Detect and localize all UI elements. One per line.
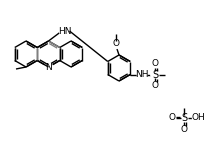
Text: S: S: [181, 113, 187, 123]
Circle shape: [192, 112, 204, 124]
Circle shape: [152, 60, 159, 67]
Text: NH: NH: [135, 70, 149, 79]
Circle shape: [45, 63, 53, 71]
Text: HN: HN: [58, 26, 71, 36]
Text: N: N: [45, 62, 52, 72]
Text: O: O: [152, 59, 159, 68]
Circle shape: [151, 70, 160, 79]
Circle shape: [168, 114, 176, 122]
Text: O: O: [113, 39, 119, 49]
Text: O: O: [180, 126, 188, 134]
Circle shape: [180, 113, 188, 123]
Circle shape: [137, 70, 147, 79]
Text: O: O: [152, 81, 159, 90]
Text: OH: OH: [191, 113, 205, 123]
Text: O: O: [168, 113, 176, 123]
Circle shape: [180, 126, 188, 133]
Text: S: S: [152, 70, 158, 79]
Circle shape: [59, 26, 69, 36]
Circle shape: [152, 82, 159, 89]
Circle shape: [111, 39, 121, 49]
